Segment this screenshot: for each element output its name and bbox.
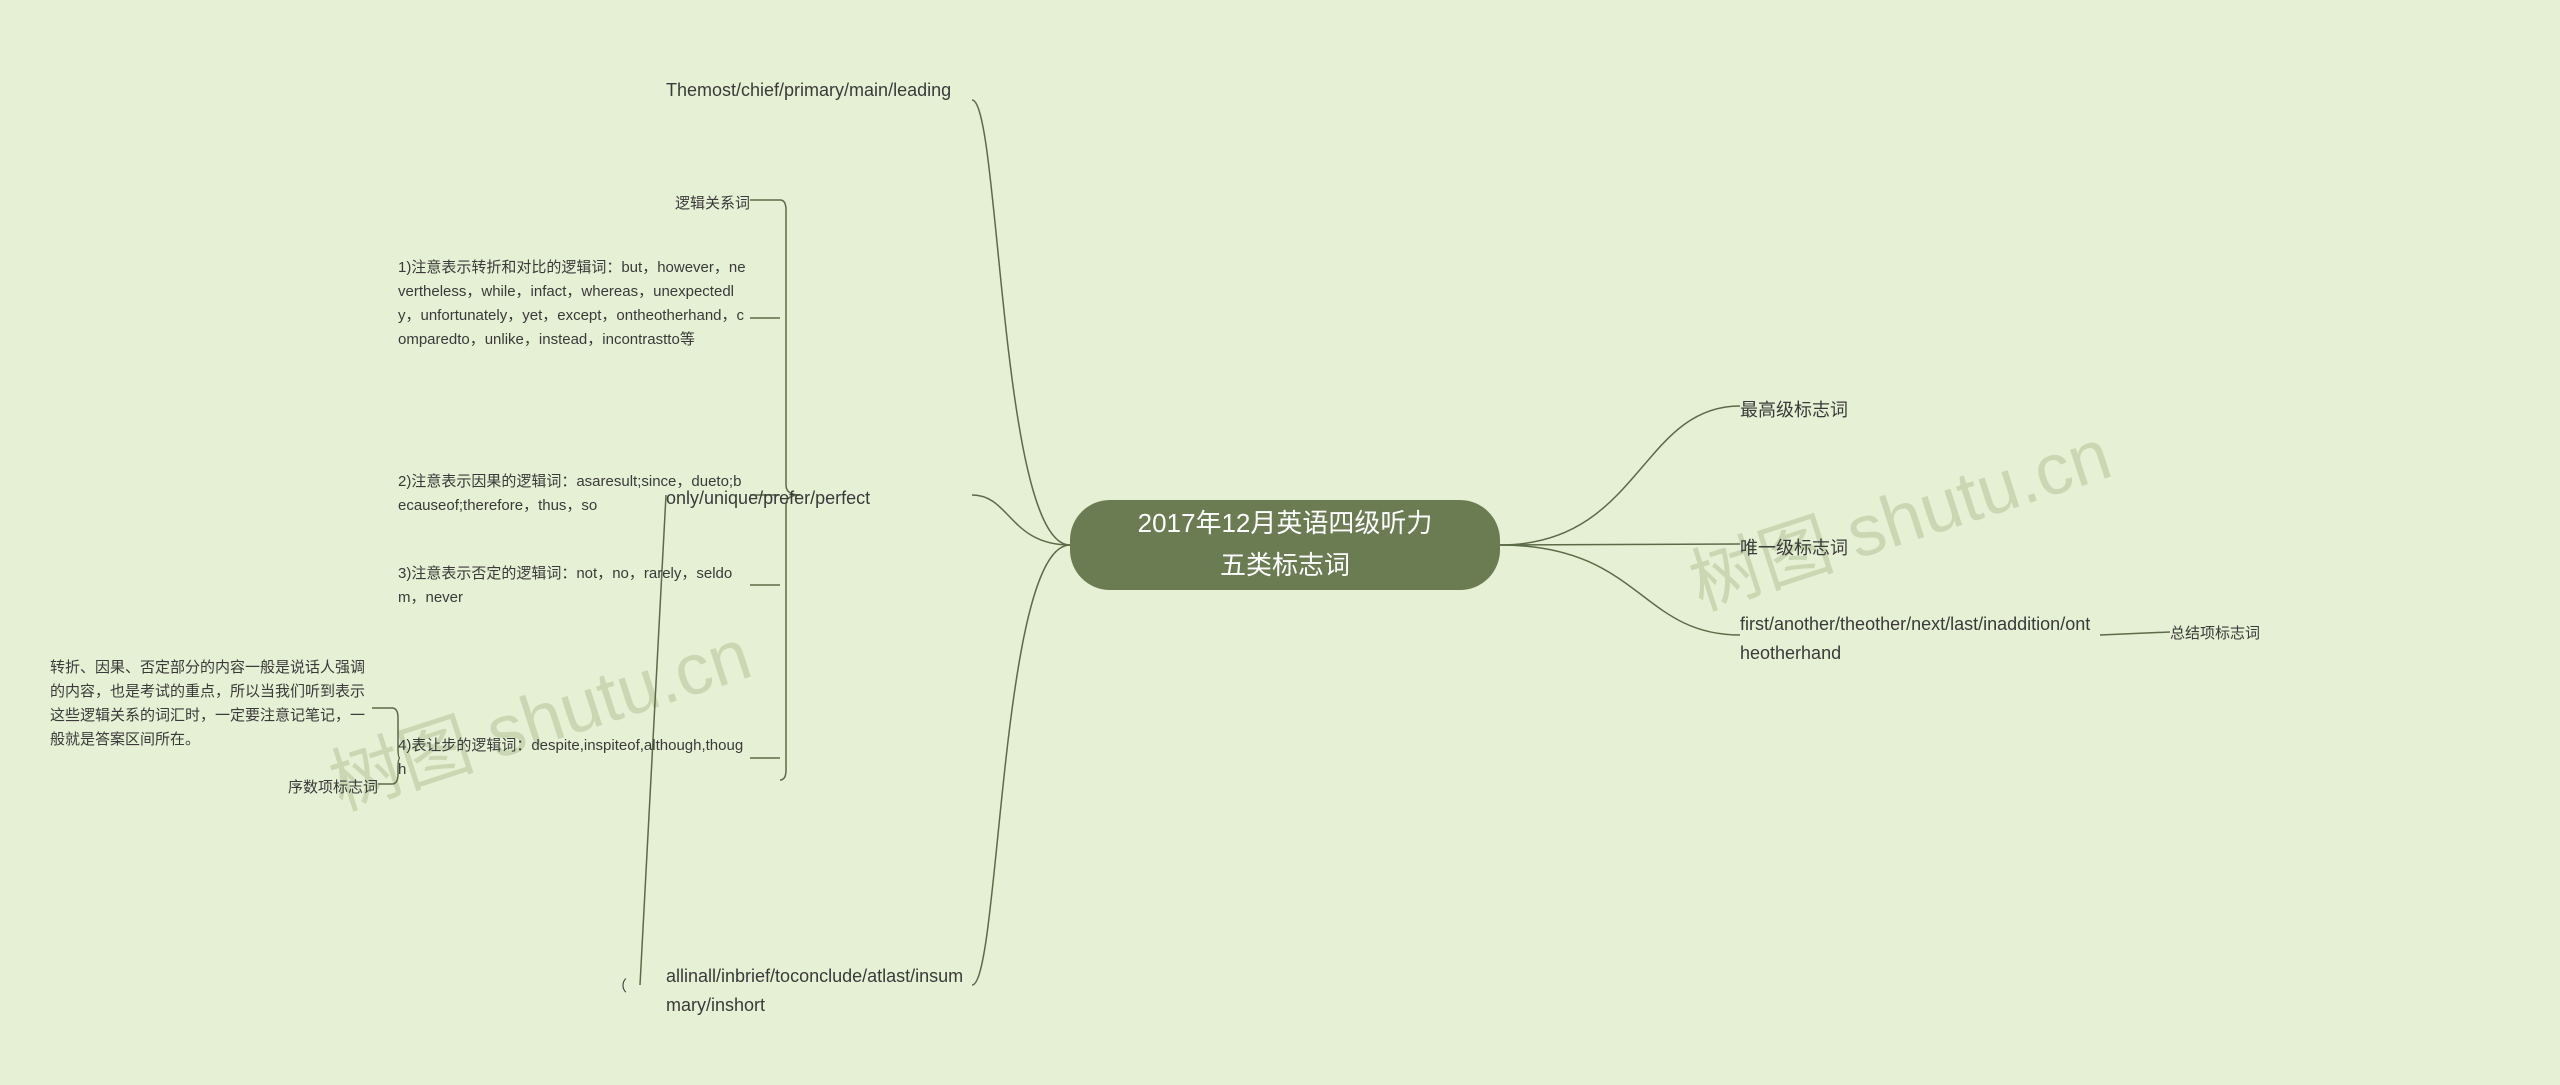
node-L2c: 2)注意表示因果的逻辑词：asaresult;since，dueto;becau… <box>398 470 748 518</box>
watermark-2: 树图 shutu.cn <box>1674 395 2121 630</box>
node-L3a: （ <box>612 975 642 999</box>
node-L2a: 逻辑关系词 <box>640 192 750 216</box>
watermark-1: 树图 shutu.cn <box>314 595 761 830</box>
node-L2e2: 序数项标志词 <box>268 776 378 800</box>
center-node: 2017年12月英语四级听力 五类标志词 <box>1070 500 1500 590</box>
node-L2d: 3)注意表示否定的逻辑词：not，no，rarely，seldom，never <box>398 562 748 610</box>
node-L2b: 1)注意表示转折和对比的逻辑词：but，however，nevertheless… <box>398 256 748 352</box>
node-R3a: 总结项标志词 <box>2170 622 2300 646</box>
node-L3: allinall/inbrief/toconclude/atlast/insum… <box>666 962 971 1020</box>
node-L2e: 4)表让步的逻辑词：despite,inspiteof,although,tho… <box>398 734 748 782</box>
node-L1: Themost/chief/primary/main/leading <box>666 76 971 105</box>
node-R3: first/another/theother/next/last/inaddit… <box>1740 610 2100 668</box>
mindmap-canvas: 树图 shutu.cn 树图 shutu.cn 2017年12月英语四级听力 五… <box>0 0 2560 1085</box>
node-R1: 最高级标志词 <box>1740 396 1920 425</box>
node-R2: 唯一级标志词 <box>1740 534 1920 563</box>
node-L2e1: 转折、因果、否定部分的内容一般是说话人强调的内容，也是考试的重点，所以当我们听到… <box>50 656 370 752</box>
